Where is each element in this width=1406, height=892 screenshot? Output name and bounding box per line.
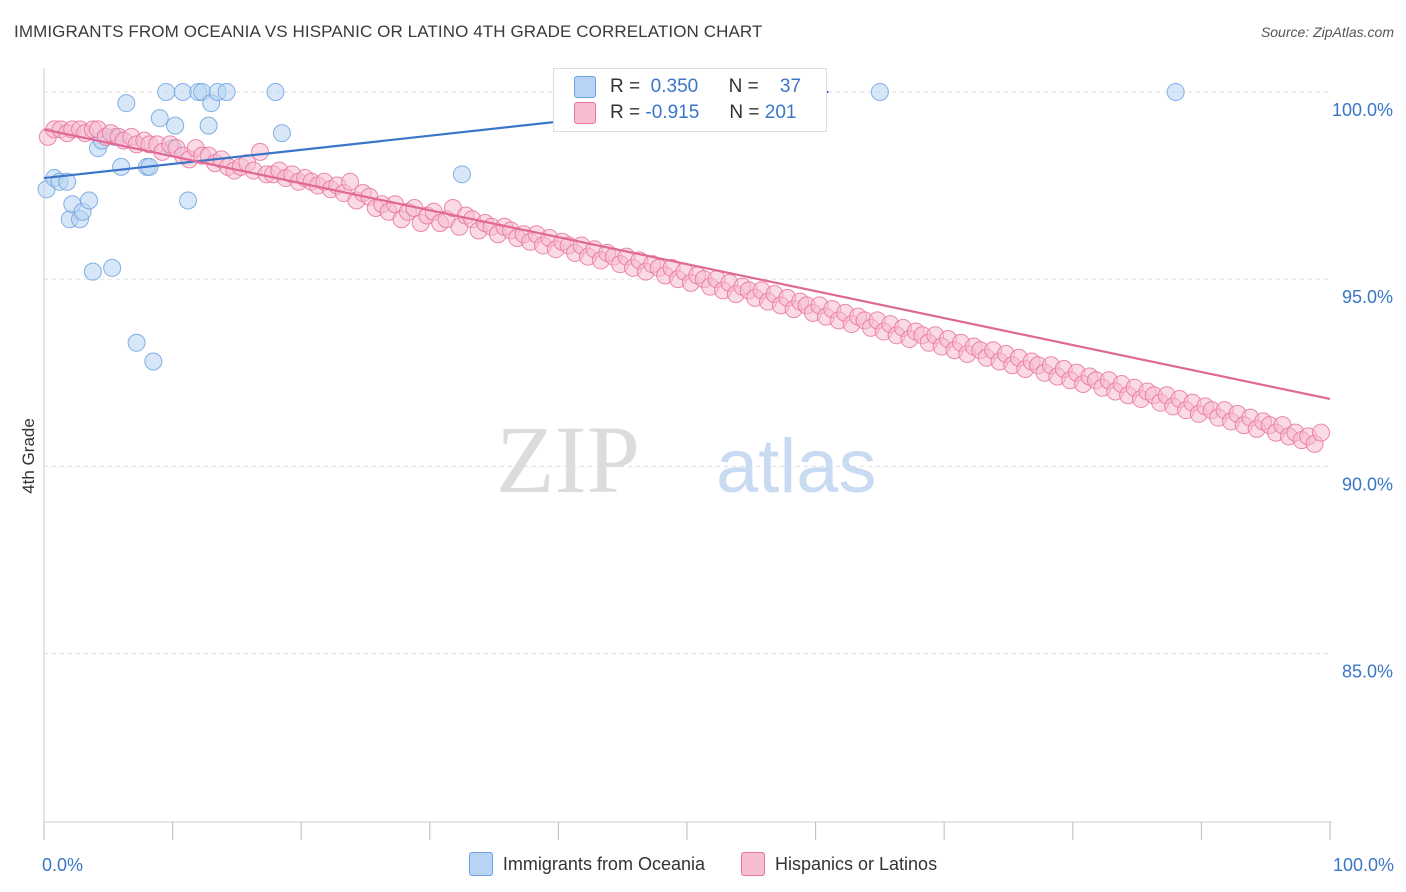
oceania-point <box>870 82 889 101</box>
watermark-zip: ZIP <box>496 406 640 513</box>
stats-n-label: N = <box>729 102 760 123</box>
legend-label: Hispanics or Latinos <box>774 853 938 874</box>
oceania-point <box>58 172 77 191</box>
legend: Immigrants from Oceania Hispanics or Lat… <box>0 852 1406 876</box>
stats-row-pink: R = -0.915 N = 201 <box>574 100 796 126</box>
oceania-point <box>83 262 102 281</box>
stats-n-value: 201 <box>764 102 797 123</box>
hispanic-point <box>251 142 270 161</box>
source-label: Source: ZipAtlas.com <box>1260 24 1394 40</box>
oceania-point <box>1166 82 1185 101</box>
watermark-atlas: atlas <box>716 424 877 509</box>
oceania-point <box>144 352 163 371</box>
y-tick-label: 100.0% <box>1332 100 1393 120</box>
hispanic-point <box>341 172 360 191</box>
stats-swatch-pink <box>574 102 596 124</box>
stats-box: R = 0.350 N = 37 R = -0.915 N = 201 <box>553 68 827 132</box>
y-tick-label: 90.0% <box>1342 474 1393 494</box>
hispanic-point <box>1311 423 1330 442</box>
stats-r-label: R = <box>610 102 641 123</box>
oceania-point <box>179 191 198 210</box>
oceania-point <box>127 333 146 352</box>
oceania-point <box>266 82 285 101</box>
stats-row-blue: R = 0.350 N = 37 <box>574 74 801 100</box>
oceania-point <box>157 82 176 101</box>
legend-swatch-pink <box>740 852 765 876</box>
stats-n-value: 37 <box>779 76 802 97</box>
oceania-point <box>150 109 169 128</box>
legend-swatch-blue <box>468 852 493 876</box>
hispanic-trend-line <box>43 128 1331 401</box>
chart-title: IMMIGRANTS FROM OCEANIA VS HISPANIC OR L… <box>14 22 763 41</box>
stats-n-label: N = <box>728 76 759 97</box>
y-axis-label: 4th Grade <box>19 418 38 494</box>
legend-item-hispanic[interactable]: Hispanics or Latinos <box>740 852 938 876</box>
oceania-point <box>103 258 122 277</box>
oceania-point <box>199 116 218 135</box>
x-tick-label: 0.0% <box>42 855 83 875</box>
oceania-point <box>217 82 236 101</box>
y-tick-label: 95.0% <box>1342 287 1393 307</box>
legend-item-oceania[interactable]: Immigrants from Oceania <box>468 852 705 876</box>
legend-label: Immigrants from Oceania <box>502 853 705 874</box>
stats-r-value: -0.915 <box>645 102 700 123</box>
oceania-point <box>272 124 291 143</box>
oceania-point <box>452 165 471 184</box>
oceania-point <box>117 94 136 113</box>
oceania-point <box>112 157 131 176</box>
stats-r-value: 0.350 <box>650 76 699 97</box>
oceania-point <box>173 82 192 101</box>
x-tick-label: 100.0% <box>1333 855 1394 875</box>
oceania-point <box>166 116 185 135</box>
stats-r-label: R = <box>610 76 641 97</box>
oceania-point <box>80 191 99 210</box>
stats-swatch-blue <box>574 76 596 98</box>
y-tick-label: 85.0% <box>1342 662 1393 682</box>
